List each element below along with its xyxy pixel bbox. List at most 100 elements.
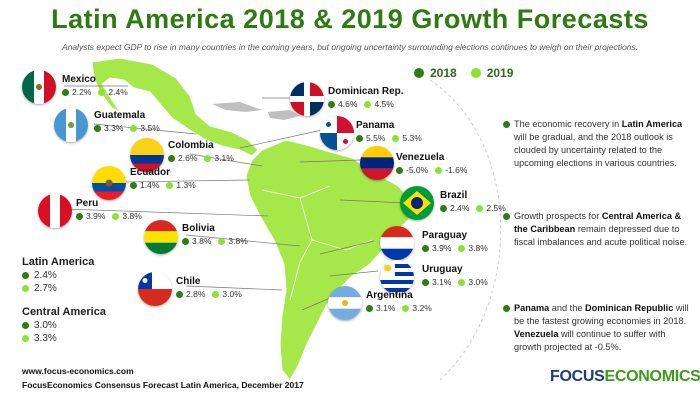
note-text: Growth prospects for — [514, 211, 602, 221]
aggregate-central-america: Central America 3.0% 3.3% — [22, 306, 106, 344]
value-2018: 3.9% — [432, 243, 452, 253]
bullet-icon — [503, 305, 510, 312]
value-2018: 3.1% — [376, 303, 396, 313]
dot-2018-icon — [356, 134, 363, 142]
dot-2018-icon — [176, 290, 183, 298]
legend-2019-dot — [470, 68, 481, 78]
value-2019: 3.8% — [468, 243, 488, 253]
dot-2019-icon — [392, 134, 400, 142]
legend: 2018 2019 — [414, 66, 513, 80]
value-2019: 5.3% — [402, 133, 422, 143]
value-2019: 2.4% — [108, 87, 128, 97]
country-name-peru: Peru — [76, 198, 99, 209]
colombia-flag-icon — [130, 138, 164, 172]
country-values-bolivia: 3.8% 3.8% — [182, 236, 252, 246]
dot-2019-icon — [402, 304, 410, 312]
note-latin-america: The economic recovery in Latin America w… — [503, 118, 694, 170]
legend-2018-label: 2018 — [430, 66, 457, 80]
dot-2018-icon — [440, 204, 447, 212]
country-name-chile: Chile — [176, 276, 201, 287]
country-name-mexico: Mexico — [62, 74, 96, 85]
peru-flag-icon — [38, 194, 72, 228]
country-name-ecuador: Ecuador — [130, 167, 171, 178]
country-values-panama: 5.5% 5.3% — [356, 133, 426, 143]
dot-2018-icon — [422, 278, 429, 286]
aggregate-2018-value: 2.4% — [34, 270, 57, 281]
country-name-dominican-rep: Dominican Rep. — [328, 86, 404, 97]
brand-logo: FOCUSECONOMICS — [550, 368, 700, 386]
dot-2018-icon — [422, 244, 429, 252]
value-2019: 3.0% — [468, 277, 488, 287]
footer-url[interactable]: www.focus-economics.com — [22, 366, 134, 376]
country-values-paraguay: 3.9% 3.8% — [422, 243, 492, 253]
value-2019: 3.8% — [122, 211, 142, 221]
country-name-panama: Panama — [356, 120, 395, 131]
country-values-argentina: 3.1% 3.2% — [366, 303, 436, 313]
country-name-brazil: Brazil — [440, 190, 468, 201]
value-2018: 3.3% — [104, 123, 124, 133]
dot-2018-icon — [168, 154, 175, 162]
dot-2019-icon — [435, 166, 443, 174]
value-2019: -1.6% — [445, 165, 468, 175]
cuba-shape — [212, 102, 262, 112]
dot-2018-icon — [130, 181, 137, 189]
dot-2019-icon — [212, 290, 220, 298]
page-subtitle: Analysts expect GDP to rise in many coun… — [61, 42, 639, 52]
aggregate-2018-value: 3.0% — [34, 320, 57, 331]
country-values-dominican-rep: 4.6% 4.5% — [328, 99, 398, 109]
value-2018: 2.6% — [178, 153, 198, 163]
note-bold: Latin America — [621, 119, 683, 129]
dominican-republic-flag-icon — [290, 82, 324, 116]
dot-2019-icon — [458, 244, 466, 252]
note-panama-dr: Panama and the Dominican Republic will b… — [503, 302, 694, 354]
brand-part1: FOCUS — [550, 368, 605, 385]
country-name-guatemala: Guatemala — [94, 110, 146, 121]
dot-2019-icon — [112, 212, 120, 220]
dot-2019-icon — [166, 181, 174, 189]
value-2019: 2.5% — [486, 203, 506, 213]
country-values-mexico: 2.2% 2.4% — [62, 87, 132, 97]
country-values-guatemala: 3.3% 3.5% — [94, 123, 164, 133]
brand-part2: ECONOMICS — [604, 368, 700, 385]
country-values-colombia: 2.6% 3.1% — [168, 153, 238, 163]
aggregate-latin-america: Latin America 2.4% 2.7% — [22, 256, 94, 294]
country-name-uruguay: Uruguay — [422, 264, 463, 275]
dot-2018-icon — [328, 100, 335, 108]
dot-2019-icon — [22, 335, 29, 342]
value-2019: 3.0% — [222, 289, 242, 299]
dot-2019-icon — [218, 237, 226, 245]
value-2018: -5.0% — [406, 165, 429, 175]
bullet-icon — [503, 121, 510, 128]
page-title: Latin America 2018 & 2019 Growth Forecas… — [51, 4, 649, 34]
value-2018: 2.8% — [186, 289, 206, 299]
south-america-shape — [245, 139, 415, 381]
aggregate-name: Latin America — [22, 256, 95, 268]
legend-2018-dot — [414, 68, 424, 78]
dot-2018-icon — [22, 272, 29, 279]
note-bold: Venezuela — [514, 328, 559, 339]
value-2018: 4.6% — [338, 99, 358, 109]
country-values-brazil: 2.4% 2.5% — [440, 203, 510, 213]
panama-flag-icon — [320, 116, 354, 150]
dot-2019-icon — [22, 285, 29, 292]
note-text: will be the fastest growing economies in… — [514, 303, 689, 326]
value-2018: 3.8% — [192, 236, 212, 246]
value-2019: 4.5% — [374, 99, 394, 109]
bullet-icon — [503, 213, 510, 220]
country-values-uruguay: 3.1% 3.0% — [422, 277, 492, 287]
value-2019: 1.3% — [176, 180, 196, 190]
dot-2019-icon — [476, 204, 484, 212]
dot-2019-icon — [98, 88, 106, 96]
dot-2018-icon — [22, 322, 29, 329]
note-bold: Dominican Republic — [585, 303, 674, 313]
country-name-argentina: Argentina — [366, 290, 413, 301]
value-2018: 2.2% — [72, 87, 92, 97]
dot-2019-icon — [458, 278, 466, 286]
dot-2019-icon — [204, 154, 212, 162]
country-values-chile: 2.8% 3.0% — [176, 289, 246, 299]
dot-2018-icon — [94, 124, 101, 132]
value-2018: 3.9% — [86, 211, 106, 221]
paraguay-flag-icon — [380, 226, 414, 260]
country-name-paraguay: Paraguay — [422, 230, 468, 241]
